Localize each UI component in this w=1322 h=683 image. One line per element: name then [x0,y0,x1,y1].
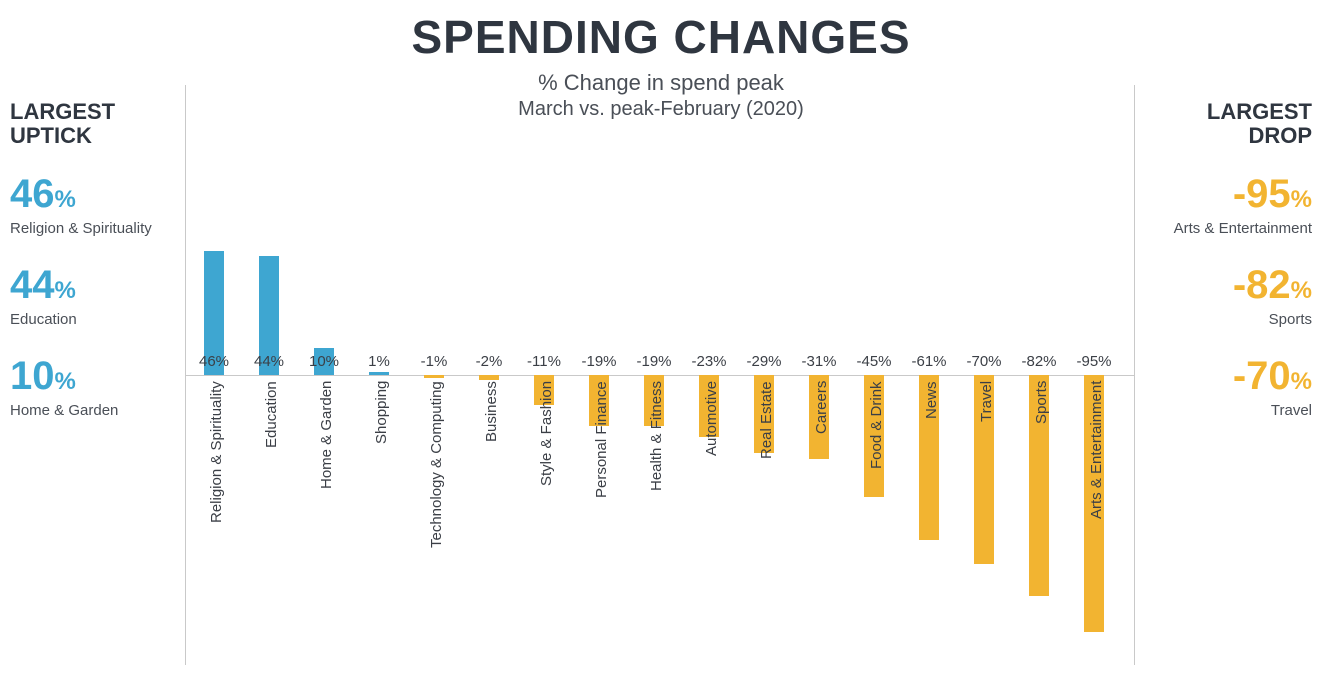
bar: -29%Real Estate [754,85,774,665]
drop-heading: LARGEST DROP [1152,100,1312,148]
main-title: SPENDING CHANGES [0,10,1322,64]
uptick-heading-line2: UPTICK [10,124,170,148]
drop-items: -95% Arts & Entertainment -82% Sports -70% Tr… [1152,174,1312,420]
bar-value-label: -23% [679,353,739,370]
bar-category-label: Education [263,381,280,448]
stat-value: -70% [1152,356,1312,396]
bar-value-label: -1% [404,353,464,370]
bar: -45%Food & Drink [864,85,884,665]
bar-value-label: -2% [459,353,519,370]
stat-number: -70 [1233,354,1291,398]
bar-category-label: Arts & Entertainment [1088,381,1105,519]
bar: -82%Sports [1029,85,1049,665]
bar-category-label: Sports [1033,381,1050,424]
stat-value: 10% [10,356,170,396]
bar-value-label: -82% [1009,353,1069,370]
stat-label: Sports [1152,311,1312,330]
bar: 46%Religion & Spirituality [204,85,224,665]
bar-value-label: -70% [954,353,1014,370]
bar-value-label: -19% [624,353,684,370]
bar-value-label: 10% [294,353,354,370]
stat-percent-sign: % [55,368,76,395]
bar-value-label: -31% [789,353,849,370]
stat-label: Education [10,311,170,330]
bar-category-label: Personal Finance [593,381,610,498]
stat-percent-sign: % [55,186,76,213]
stat-number: 10 [10,354,55,398]
bar-category-label: News [923,381,940,419]
bar: 1%Shopping [369,85,389,665]
bar-category-label: Careers [813,381,830,434]
bar: -2%Business [479,85,499,665]
stat-label: Travel [1152,402,1312,421]
bar-rect [424,375,444,378]
spending-change-bar-chart: 46%Religion & Spirituality44%Education10… [185,85,1135,665]
bar: -95%Arts & Entertainment [1084,85,1104,665]
stat-label: Home & Garden [10,402,170,421]
bar-category-label: Travel [978,381,995,422]
bar: 44%Education [259,85,279,665]
stat-block: 46% Religion & Spirituality [10,174,170,239]
infographic-root: SPENDING CHANGES % Change in spend peak … [0,0,1322,683]
bar-value-label: -19% [569,353,629,370]
stat-value: -82% [1152,265,1312,305]
bar-category-label: Home & Garden [318,381,335,489]
bar: -31%Careers [809,85,829,665]
stat-number: -82 [1233,263,1291,307]
chart-bars-container: 46%Religion & Spirituality44%Education10… [186,85,1134,665]
bar-value-label: -95% [1064,353,1124,370]
stat-value: -95% [1152,174,1312,214]
stat-label: Arts & Entertainment [1152,220,1312,239]
drop-heading-line2: DROP [1152,124,1312,148]
stat-block: 10% Home & Garden [10,356,170,421]
uptick-items: 46% Religion & Spirituality 44% Education 10… [10,174,170,420]
stat-block: -70% Travel [1152,356,1312,421]
stat-number: -95 [1233,172,1291,216]
bar-category-label: Technology & Computing [428,381,445,548]
bar: -11%Style & Fashion [534,85,554,665]
bar: -23%Automotive [699,85,719,665]
bar-value-label: -11% [514,353,574,370]
bar: -61%News [919,85,939,665]
bar-rect [369,372,389,375]
bar-value-label: 46% [184,353,244,370]
bar-category-label: Food & Drink [868,381,885,469]
stat-percent-sign: % [1291,368,1312,395]
bar-category-label: Business [483,381,500,442]
stat-number: 46 [10,172,55,216]
stat-block: -95% Arts & Entertainment [1152,174,1312,239]
bar-category-label: Religion & Spirituality [208,381,225,523]
stat-block: 44% Education [10,265,170,330]
stat-value: 46% [10,174,170,214]
uptick-heading: LARGEST UPTICK [10,100,170,148]
largest-drop-panel: LARGEST DROP -95% Arts & Entertainment -82… [1152,100,1312,421]
bar-category-label: Style & Fashion [538,381,555,486]
bar-category-label: Automotive [703,381,720,456]
bar-value-label: 44% [239,353,299,370]
stat-percent-sign: % [1291,186,1312,213]
bar-category-label: Health & Fitness [648,381,665,491]
bar-value-label: -61% [899,353,959,370]
stat-percent-sign: % [55,277,76,304]
largest-uptick-panel: LARGEST UPTICK 46% Religion & Spiritualit… [10,100,170,421]
bar: -1%Technology & Computing [424,85,444,665]
stat-block: -82% Sports [1152,265,1312,330]
bar-rect [479,375,499,380]
stat-number: 44 [10,263,55,307]
bar: 10%Home & Garden [314,85,334,665]
stat-value: 44% [10,265,170,305]
uptick-heading-line1: LARGEST [10,100,170,124]
bar-value-label: 1% [349,353,409,370]
bar-value-label: -29% [734,353,794,370]
bar-category-label: Real Estate [758,381,775,459]
drop-heading-line1: LARGEST [1152,100,1312,124]
stat-percent-sign: % [1291,277,1312,304]
bar-value-label: -45% [844,353,904,370]
stat-label: Religion & Spirituality [10,220,170,239]
bar: -70%Travel [974,85,994,665]
bar: -19%Personal Finance [589,85,609,665]
bar: -19%Health & Fitness [644,85,664,665]
bar-category-label: Shopping [373,381,390,444]
